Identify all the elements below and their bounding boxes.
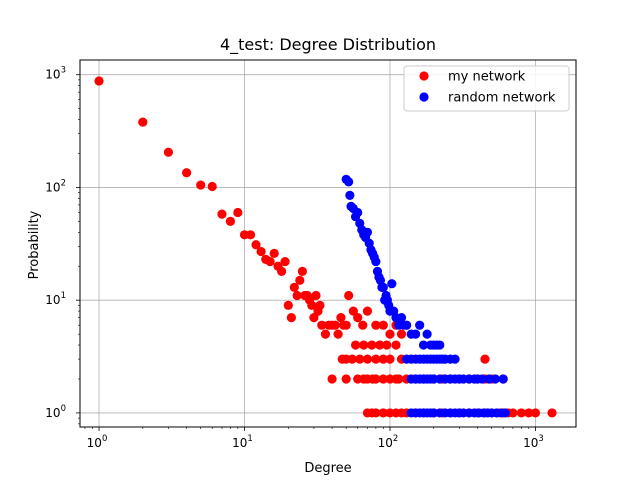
data-point (327, 374, 337, 384)
data-point (182, 168, 192, 178)
data-point (333, 329, 343, 339)
data-point (391, 340, 401, 350)
data-point (225, 216, 236, 226)
data-point (269, 248, 279, 258)
data-point (307, 300, 317, 310)
data-point (415, 320, 425, 330)
data-point (350, 340, 361, 350)
data-point (283, 300, 293, 310)
data-point (385, 329, 395, 339)
data-point (378, 354, 388, 364)
data-point (371, 374, 381, 384)
legend-marker (419, 92, 429, 102)
data-point (315, 300, 325, 310)
data-point (371, 256, 381, 267)
data-point (378, 408, 388, 418)
data-point (394, 374, 404, 384)
data-point (435, 340, 445, 350)
data-point (500, 408, 510, 418)
data-point (477, 374, 487, 384)
data-point (251, 240, 261, 250)
x-axis-label: Degree (304, 461, 351, 476)
grid (80, 60, 576, 427)
data-point (233, 207, 243, 218)
data-point (362, 306, 373, 316)
data-point (138, 117, 148, 127)
data-point (94, 76, 104, 86)
data-point (367, 340, 377, 350)
data-point (207, 181, 217, 192)
legend-label: my network (448, 70, 526, 85)
data-point (217, 209, 227, 219)
data-point (498, 374, 508, 384)
data-point (311, 290, 321, 301)
data-point (344, 177, 354, 187)
data-point (396, 313, 407, 323)
data-point (508, 408, 518, 418)
data-points (94, 76, 557, 418)
data-point (410, 329, 421, 339)
y-axis-label: Probability (27, 210, 42, 279)
data-point (277, 266, 287, 276)
data-point (371, 408, 381, 418)
data-point (516, 408, 526, 418)
data-point (378, 320, 388, 330)
data-point (418, 340, 429, 350)
legend: my network random network (403, 65, 570, 112)
data-point (547, 408, 557, 418)
data-point (371, 320, 381, 330)
data-point (530, 408, 541, 418)
data-point (341, 320, 351, 330)
data-point (359, 340, 369, 350)
data-point (347, 354, 357, 364)
data-point (378, 282, 388, 292)
data-point (348, 306, 358, 316)
data-point (524, 408, 534, 418)
data-point (345, 190, 355, 200)
data-point (286, 313, 296, 323)
legend-box (403, 65, 570, 112)
data-point (490, 374, 500, 384)
data-point (196, 180, 206, 190)
data-point (371, 354, 381, 364)
data-point (382, 340, 392, 350)
data-point (297, 266, 307, 276)
data-point (330, 320, 340, 330)
data-point (265, 256, 275, 267)
data-point (336, 313, 346, 323)
series-random-network (341, 174, 510, 418)
data-point (280, 256, 290, 267)
data-point (163, 147, 174, 157)
data-point (362, 227, 373, 237)
data-point (375, 275, 386, 285)
data-point (358, 320, 368, 330)
data-point (353, 313, 363, 323)
data-point (401, 320, 412, 330)
data-point (317, 320, 327, 330)
legend-label: random network (448, 91, 556, 106)
data-point (295, 275, 305, 285)
chart-title: 4_test: Degree Distribution (220, 35, 436, 55)
data-point (292, 290, 302, 301)
data-point (353, 207, 363, 218)
plot-frame (79, 59, 577, 428)
data-point (375, 340, 385, 350)
data-point (344, 290, 354, 301)
data-point (256, 246, 266, 257)
data-point (362, 354, 373, 364)
data-point (289, 282, 299, 292)
data-point (385, 354, 395, 364)
data-point (245, 230, 256, 240)
data-point (320, 329, 331, 339)
data-point (378, 374, 388, 384)
data-point (341, 374, 351, 384)
data-point (450, 354, 460, 364)
data-point (396, 329, 407, 339)
legend-marker (419, 71, 429, 81)
data-point (422, 329, 432, 339)
data-point (480, 354, 490, 364)
data-point (387, 279, 397, 289)
data-point (355, 354, 365, 364)
